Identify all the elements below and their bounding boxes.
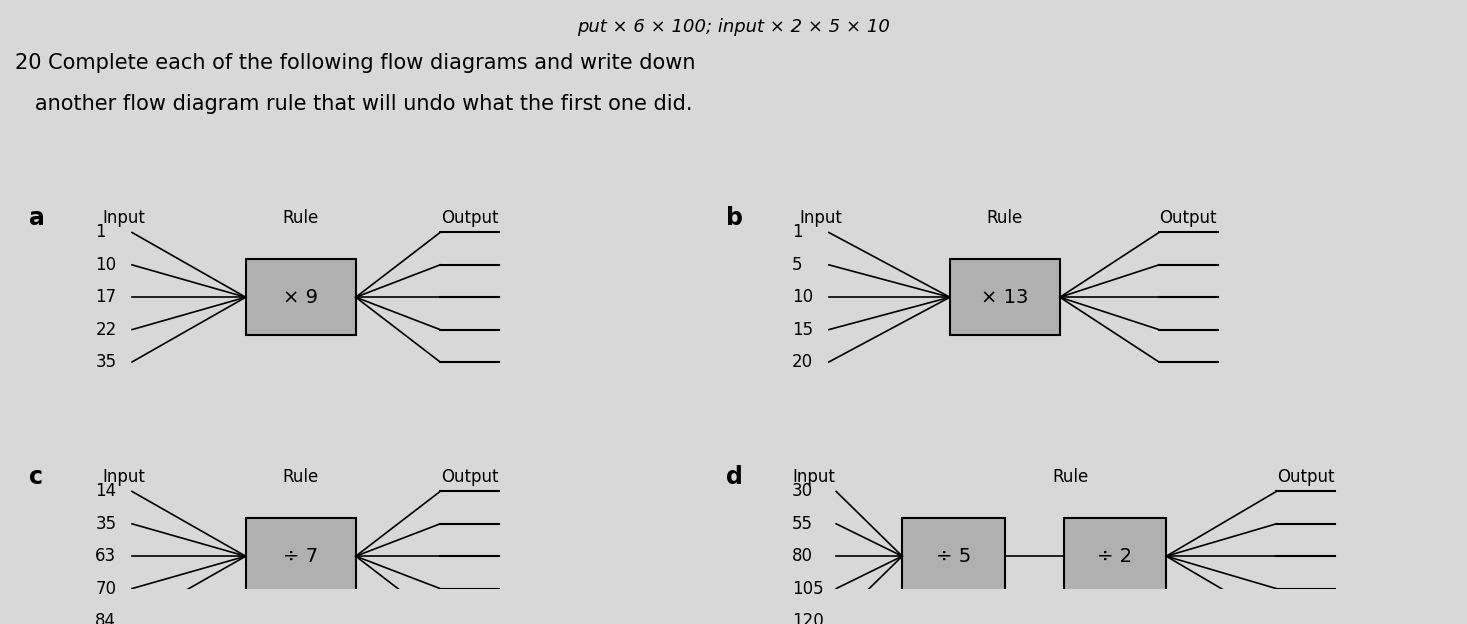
- Text: another flow diagram rule that will undo what the first one did.: another flow diagram rule that will undo…: [15, 94, 692, 114]
- Text: 5: 5: [792, 256, 802, 274]
- FancyBboxPatch shape: [902, 518, 1005, 595]
- Text: 35: 35: [95, 353, 116, 371]
- Text: ÷ 5: ÷ 5: [936, 547, 971, 566]
- Text: 22: 22: [95, 321, 116, 339]
- Text: Output: Output: [440, 209, 499, 227]
- Text: 20 Complete each of the following flow diagrams and write down: 20 Complete each of the following flow d…: [15, 53, 695, 73]
- Text: 17: 17: [95, 288, 116, 306]
- FancyBboxPatch shape: [1064, 518, 1166, 595]
- Text: Output: Output: [1159, 209, 1218, 227]
- Text: Rule: Rule: [283, 209, 318, 227]
- FancyBboxPatch shape: [245, 518, 356, 595]
- Text: 55: 55: [792, 515, 813, 533]
- Text: Output: Output: [440, 468, 499, 486]
- FancyBboxPatch shape: [245, 259, 356, 336]
- Text: Input: Input: [792, 468, 835, 486]
- Text: 15: 15: [792, 321, 813, 339]
- Text: ÷ 7: ÷ 7: [283, 547, 318, 566]
- Text: ÷ 2: ÷ 2: [1097, 547, 1133, 566]
- Text: Output: Output: [1276, 468, 1335, 486]
- Text: 10: 10: [95, 256, 116, 274]
- Text: 70: 70: [95, 580, 116, 598]
- Text: Input: Input: [800, 209, 842, 227]
- Text: a: a: [29, 206, 45, 230]
- Text: 105: 105: [792, 580, 824, 598]
- Text: 63: 63: [95, 547, 116, 565]
- Text: 20: 20: [792, 353, 813, 371]
- Text: Rule: Rule: [283, 468, 318, 486]
- Text: 1: 1: [95, 223, 106, 241]
- Text: Rule: Rule: [987, 209, 1022, 227]
- Text: 30: 30: [792, 482, 813, 500]
- Text: d: d: [726, 465, 744, 489]
- Text: Input: Input: [103, 468, 145, 486]
- Text: put × 6 × 100; input × 2 × 5 × 10: put × 6 × 100; input × 2 × 5 × 10: [577, 17, 890, 36]
- Text: 1: 1: [792, 223, 802, 241]
- Text: c: c: [29, 465, 44, 489]
- Text: 14: 14: [95, 482, 116, 500]
- Text: 10: 10: [792, 288, 813, 306]
- Text: 84: 84: [95, 612, 116, 624]
- Text: Input: Input: [103, 209, 145, 227]
- Text: b: b: [726, 206, 744, 230]
- Text: 35: 35: [95, 515, 116, 533]
- Text: × 9: × 9: [283, 288, 318, 307]
- Text: 80: 80: [792, 547, 813, 565]
- FancyBboxPatch shape: [951, 259, 1059, 336]
- Text: × 13: × 13: [981, 288, 1028, 307]
- Text: 120: 120: [792, 612, 824, 624]
- Text: Rule: Rule: [1053, 468, 1089, 486]
